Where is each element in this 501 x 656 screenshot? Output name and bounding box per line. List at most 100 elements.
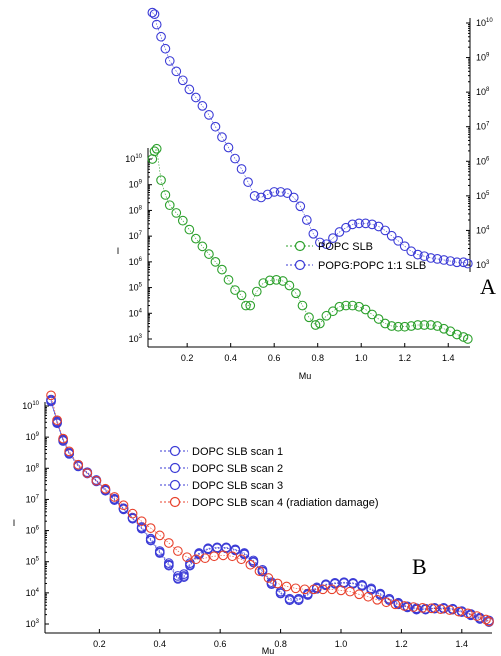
panel-a-series-2-point bbox=[160, 43, 171, 54]
panel-a-xtick-label: 1.4 bbox=[442, 353, 455, 363]
panel-b: 0.2 0.4 0.6 0.8 1.0 1.2 1.4 103 104 105 106 107 108… bbox=[13, 390, 494, 656]
panel-b-series-4-point bbox=[163, 538, 174, 548]
panel-a-series-1-point bbox=[425, 320, 436, 330]
panel-b-series-3-point bbox=[375, 590, 386, 600]
panel-a-series-2-point bbox=[197, 101, 208, 111]
panel-a-series-2-point bbox=[367, 219, 377, 230]
panel-a-series-2-point bbox=[191, 92, 201, 103]
panel-a-series-1-point bbox=[245, 300, 256, 311]
panel-b-series-4-point bbox=[272, 578, 283, 589]
panel-a-series-1-point bbox=[236, 290, 247, 301]
panel-b-series-4-point bbox=[327, 584, 337, 595]
panel-a-series-2-point bbox=[380, 225, 390, 236]
panel-b-series-3-point bbox=[302, 590, 313, 600]
panel-a-series-2-point bbox=[223, 142, 234, 153]
panel-b-series-3-point bbox=[230, 545, 241, 556]
panel-b-series-4-point bbox=[109, 492, 120, 502]
panel-b-series-3-point bbox=[239, 549, 250, 560]
panel-a-series-1-point bbox=[452, 329, 462, 340]
legend-scan1: DOPC SLB scan 1 bbox=[192, 446, 283, 458]
panel-a-series-1-point bbox=[241, 300, 251, 311]
panel-b-series-4-point bbox=[263, 573, 274, 583]
panel-b-series-2-point bbox=[173, 571, 183, 581]
panel-a-series-2-point bbox=[393, 235, 404, 246]
panel-b-ytick-label: 1010 bbox=[22, 401, 39, 411]
panel-a-xtick-label: 1.2 bbox=[398, 353, 411, 363]
panel-a-series-2-point bbox=[147, 7, 158, 18]
panel-a-series-2-point bbox=[184, 84, 195, 95]
panel-a-series-1-point bbox=[191, 233, 201, 244]
panel-a-series-2-point bbox=[301, 215, 312, 225]
panel-b-series-4-point bbox=[73, 459, 84, 470]
panel-b-series-4-point bbox=[290, 583, 301, 594]
panel-a-series-1-point bbox=[406, 321, 417, 331]
panel-a-right-ytick-label: 106 bbox=[476, 156, 490, 166]
panel-a-series-2-point bbox=[151, 19, 162, 30]
panel-b-series-3-line bbox=[50, 401, 490, 623]
panel-b-series-1-line bbox=[50, 400, 490, 622]
panel-b-series-4-point bbox=[236, 554, 247, 565]
panel-a-series-2-point bbox=[341, 222, 351, 233]
panel-a-series-1-point bbox=[432, 321, 443, 331]
panel-b-ytick-label: 106 bbox=[26, 526, 40, 536]
panel-a-series-1-point bbox=[380, 318, 390, 329]
panel-a-series-1-point bbox=[278, 276, 288, 286]
panel-a-series-1-point bbox=[264, 275, 275, 286]
panel-b-series-3-point bbox=[248, 557, 259, 568]
panel-b-series-4-point bbox=[254, 566, 265, 576]
panel-b-ytick-label: 109 bbox=[26, 432, 40, 442]
panel-a-left-ytick-label: 1010 bbox=[125, 154, 142, 164]
panel-a-series-1-line bbox=[152, 148, 468, 340]
panel-a-series-2-point bbox=[406, 246, 417, 257]
panel-b-series-3-point bbox=[163, 560, 174, 571]
panel-b-series-4-point bbox=[218, 550, 229, 561]
panel-a-series-2-point bbox=[354, 218, 364, 229]
panel-b-series-4-point bbox=[481, 614, 491, 625]
panel-b-xtick-label: 0.2 bbox=[93, 639, 106, 649]
panel-b-series-3-point bbox=[64, 449, 75, 459]
panel-a-right-ytick-label: 105 bbox=[476, 191, 490, 201]
panel-b-series-3-point bbox=[52, 418, 62, 429]
panel-a-series-2-point bbox=[462, 258, 473, 269]
legend-scan3: DOPC SLB scan 3 bbox=[192, 480, 283, 492]
panel-a-series-2-point bbox=[164, 56, 175, 66]
panel-b-series-4-point bbox=[154, 530, 165, 541]
panel-a-series-1-point bbox=[251, 286, 262, 297]
panel-b-series-4-point bbox=[281, 581, 292, 592]
panel-a-series-1-point bbox=[360, 304, 371, 315]
panel-a-left-ytick-label: 107 bbox=[129, 231, 143, 241]
panel-a-left-ytick-label: 106 bbox=[129, 257, 143, 267]
panel-a-series-1-point bbox=[386, 321, 397, 331]
panel-a-series-2-point bbox=[249, 191, 260, 201]
panel-a-right-ytick-label: 107 bbox=[476, 122, 490, 132]
panel-b-series-4-line bbox=[50, 395, 490, 622]
panel-a-series-2-point bbox=[288, 192, 299, 203]
legend-marker-popc bbox=[294, 240, 306, 252]
panel-a-series-1-point bbox=[177, 215, 188, 226]
panel-a-series-1-point bbox=[439, 323, 449, 334]
panel-a-series-1-point bbox=[171, 208, 182, 218]
panel-a-left-ytick-label: 104 bbox=[129, 308, 143, 318]
panel-b-legend: DOPC SLB scan 1 DOPC SLB scan 2 DOPC SLB… bbox=[160, 445, 378, 509]
panel-a-series-1-point bbox=[347, 300, 358, 311]
panel-a-series-2-point bbox=[399, 241, 410, 252]
panel-a-series-1-point bbox=[399, 321, 410, 332]
panel-b-ytick-label: 108 bbox=[26, 463, 40, 473]
panel-a-xtick-label: 0.2 bbox=[181, 353, 194, 363]
panel-a-series-2-point bbox=[452, 257, 462, 268]
panel-b-xtick-label: 1.4 bbox=[456, 639, 469, 649]
panel-a-series-2-point bbox=[360, 218, 371, 229]
panel-a-series-1-point bbox=[160, 190, 171, 200]
panel-b-series-4-point bbox=[173, 546, 183, 556]
panel-a-series-2-point bbox=[230, 153, 240, 164]
panel-b-series-4-point bbox=[354, 589, 364, 600]
panel-a-series-2-point bbox=[439, 255, 449, 265]
panel-b-series-4-point bbox=[100, 483, 111, 494]
panel-a-series-2-point bbox=[419, 251, 430, 262]
panel-b-series-4-point bbox=[462, 608, 473, 619]
panel-b-series-4-point bbox=[245, 559, 256, 570]
panel-a-series-2-point bbox=[236, 164, 247, 174]
panel-b-series-4-point bbox=[444, 605, 455, 615]
panel-a-series-1-point bbox=[445, 326, 456, 337]
